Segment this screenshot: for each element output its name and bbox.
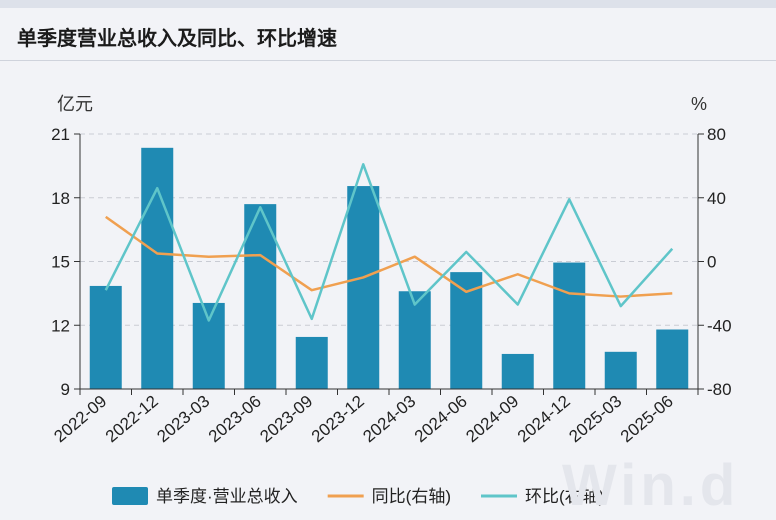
- y-left-tick-label: 15: [51, 253, 70, 272]
- bar: [450, 272, 483, 389]
- x-tick-label: 2025-03: [565, 392, 625, 447]
- y-right-tick-label: -40: [707, 316, 732, 335]
- bar: [89, 285, 122, 389]
- x-tick-label: 2024-09: [462, 392, 522, 447]
- legend-label: 环比(右轴): [525, 487, 604, 506]
- line-series: [104, 163, 674, 322]
- x-tick-label: 2022-09: [50, 392, 110, 447]
- bar: [604, 351, 637, 389]
- y-left-unit: 亿元: [57, 94, 93, 114]
- y-right-tick-label: 0: [707, 253, 716, 272]
- y-left-tick-label: 18: [51, 189, 70, 208]
- bar: [553, 262, 586, 389]
- y-right-tick-label: -80: [707, 380, 732, 399]
- y-right-unit: %: [691, 94, 707, 114]
- bar: [398, 291, 431, 389]
- bar: [295, 336, 328, 389]
- x-tick-label: 2024-12: [514, 392, 574, 447]
- bar: [501, 353, 534, 389]
- chart-header: 单季度营业总收入及同比、环比增速: [0, 8, 776, 61]
- chart-title: 单季度营业总收入及同比、环比增速: [17, 28, 337, 50]
- x-tick-label: 2023-03: [153, 392, 213, 447]
- y-left-tick-label: 21: [51, 125, 70, 144]
- top-strip: [0, 0, 776, 8]
- line-yoy: [105, 215, 673, 298]
- y-right-tick-label: 80: [707, 125, 726, 144]
- grid-lines: [80, 133, 698, 326]
- legend-label: 单季度·营业总收入: [156, 487, 298, 506]
- bar: [347, 186, 380, 389]
- legend-swatch-bar: [112, 487, 148, 505]
- watermark: Win.d: [562, 453, 740, 518]
- x-tick-label: 2024-06: [411, 392, 471, 447]
- y-left-tick-label: 9: [61, 380, 70, 399]
- bar: [141, 147, 174, 389]
- bar: [656, 329, 689, 389]
- x-tick-label: 2025-06: [617, 392, 677, 447]
- y-right-tick-label: 40: [707, 189, 726, 208]
- x-tick-label: 2022-12: [102, 392, 162, 447]
- x-tick-label: 2024-03: [359, 392, 419, 447]
- bar: [192, 302, 225, 389]
- legend-label: 同比(右轴): [372, 487, 451, 506]
- bar: [244, 204, 277, 389]
- line-qoq: [104, 163, 674, 322]
- y-left-tick-label: 12: [51, 316, 70, 335]
- x-tick-label: 2023-12: [308, 392, 368, 447]
- legend[interactable]: 单季度·营业总收入 同比(右轴) 环比(右轴): [112, 487, 604, 506]
- x-tick-label: 2023-06: [205, 392, 265, 447]
- x-tick-label: 2023-09: [256, 392, 316, 447]
